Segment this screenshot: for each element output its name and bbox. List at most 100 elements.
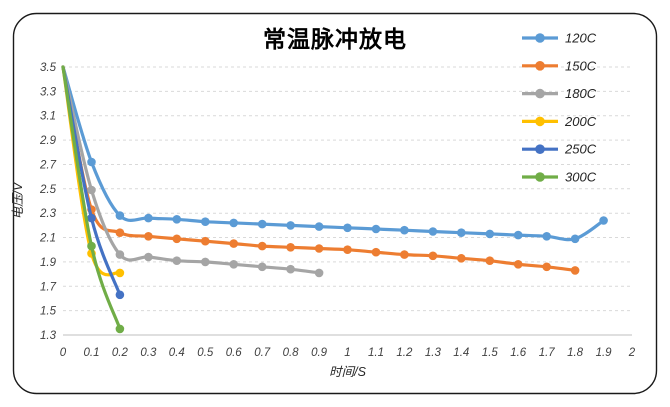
series-marker-300C	[87, 241, 96, 251]
legend-item-300C: 300C	[522, 170, 597, 185]
series-marker-120C	[400, 225, 409, 235]
legend-marker-icon	[535, 172, 545, 182]
legend-marker-icon	[535, 33, 545, 43]
x-tick-label: 0.4	[169, 347, 185, 359]
x-tick-label: 0	[60, 347, 67, 359]
legend-marker-icon	[535, 144, 545, 154]
series-marker-150C	[144, 232, 153, 241]
y-tick-label: 1.5	[40, 306, 57, 318]
series-marker-150C	[201, 236, 210, 246]
x-tick-label: 1.3	[425, 347, 442, 359]
series-marker-150C	[542, 262, 551, 272]
x-tick-label: 0.8	[283, 347, 300, 359]
x-tick-label: 1.8	[567, 347, 584, 359]
y-tick-label: 2.3	[39, 208, 57, 220]
series-marker-120C	[428, 227, 438, 236]
legend-label: 300C	[565, 170, 597, 185]
x-tick-label: 1.1	[368, 347, 384, 359]
legend-marker-icon	[535, 88, 545, 99]
series-marker-180C	[314, 268, 324, 278]
legend-label: 200C	[564, 114, 597, 129]
legend-label: 180C	[565, 86, 597, 101]
series-marker-150C	[343, 245, 352, 254]
series-marker-180C	[115, 250, 125, 259]
series-marker-120C	[570, 234, 580, 244]
series-marker-200C	[115, 268, 125, 278]
series-marker-120C	[144, 213, 153, 223]
x-tick-label: 1.2	[396, 347, 413, 359]
x-tick-label: 0.2	[112, 347, 129, 359]
series-marker-120C	[343, 223, 352, 233]
series-marker-150C	[513, 260, 523, 269]
legend-item-180C: 180C	[522, 86, 597, 101]
series-marker-180C	[144, 252, 153, 262]
series-marker-150C	[172, 234, 182, 244]
x-axis-title: 时间/S	[329, 365, 366, 379]
y-tick-label: 2.9	[39, 135, 57, 147]
series-marker-120C	[172, 215, 182, 224]
x-tick-label: 2	[628, 347, 636, 359]
legend-item-120C: 120C	[522, 31, 597, 46]
series-marker-180C	[286, 264, 295, 274]
series-marker-120C	[485, 229, 495, 239]
x-tick-label: 0.9	[311, 347, 328, 359]
series-marker-120C	[314, 222, 324, 231]
legend-item-150C: 150C	[522, 58, 597, 73]
series-marker-120C	[87, 157, 96, 167]
series-marker-120C	[286, 221, 295, 230]
series-marker-300C	[115, 324, 125, 334]
series-marker-250C	[87, 213, 96, 223]
series-marker-120C	[229, 218, 238, 228]
chart-border	[12, 12, 658, 395]
series-marker-180C	[201, 257, 210, 267]
series-marker-120C	[513, 230, 523, 240]
series-marker-120C	[371, 224, 381, 234]
series-marker-150C	[257, 241, 267, 251]
x-tick-label: 1.7	[539, 347, 556, 359]
series-marker-120C	[257, 219, 267, 229]
legend-item-250C: 250C	[522, 142, 597, 157]
legend-label: 250C	[564, 142, 597, 157]
y-tick-label: 1.7	[40, 281, 57, 293]
y-tick-label: 1.3	[40, 330, 57, 342]
series-marker-150C	[229, 239, 238, 248]
y-axis-title: 电压/V	[11, 181, 25, 219]
y-tick-label: 2.5	[39, 184, 57, 196]
series-marker-180C	[229, 260, 238, 269]
x-tick-label: 1.5	[482, 347, 499, 359]
series-marker-120C	[542, 232, 551, 241]
y-tick-label: 3.3	[40, 86, 57, 98]
x-tick-label: 0.7	[254, 347, 271, 359]
series-marker-180C	[257, 262, 267, 272]
series-line-300C	[61, 65, 122, 331]
y-tick-label: 2.1	[39, 233, 56, 245]
legend-marker-icon	[535, 61, 545, 71]
x-tick-label: 0.3	[140, 347, 157, 359]
series-marker-120C	[599, 216, 608, 225]
legend-item-200C: 200C	[522, 114, 597, 129]
y-tick-label: 3.1	[40, 111, 56, 123]
x-tick-label: 0.6	[226, 347, 243, 359]
series-marker-150C	[457, 253, 466, 263]
series-marker-150C	[400, 250, 409, 259]
legend-marker-icon	[535, 116, 545, 127]
x-tick-label: 0.1	[84, 347, 100, 359]
series-marker-150C	[371, 247, 381, 257]
series-marker-150C	[570, 266, 580, 275]
series-marker-150C	[314, 244, 324, 253]
series-line-150C	[61, 65, 577, 272]
x-tick-label: 1.6	[510, 347, 527, 359]
series-marker-120C	[115, 211, 125, 220]
x-tick-label: 1	[344, 347, 350, 359]
legend-label: 120C	[565, 31, 597, 46]
series-marker-120C	[457, 228, 466, 237]
x-tick-label: 1.4	[453, 347, 469, 359]
series-marker-120C	[201, 217, 210, 226]
series-marker-180C	[172, 256, 182, 266]
series-marker-150C	[286, 243, 295, 252]
y-tick-label: 1.9	[40, 257, 57, 269]
series-marker-150C	[115, 228, 125, 237]
x-tick-label: 1.9	[596, 347, 613, 359]
